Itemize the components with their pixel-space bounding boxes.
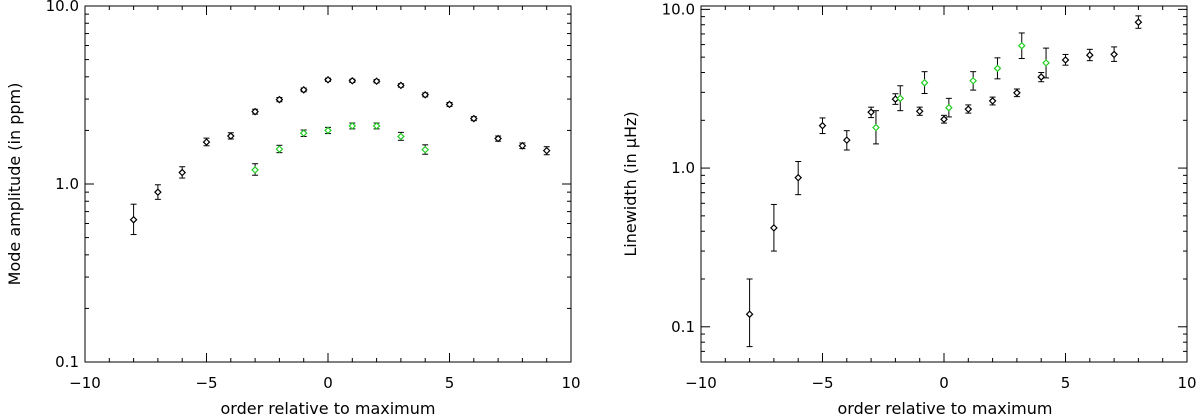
linewidth-green-data-point bbox=[896, 94, 905, 103]
amplitude-y-tick-label: 0.1 bbox=[55, 353, 79, 371]
amplitude-black-data-point bbox=[494, 134, 502, 143]
amplitude-green-data-point bbox=[251, 166, 259, 174]
amplitude-green-data-point bbox=[421, 145, 430, 154]
amplitude-x-tick-label: 10 bbox=[561, 374, 580, 392]
linewidth-black-data-point bbox=[940, 115, 948, 124]
amplitude-black-data-point bbox=[251, 107, 259, 116]
linewidth-x-tick-label: 0 bbox=[939, 374, 949, 392]
linewidth-green-data-point bbox=[945, 103, 953, 112]
amplitude-black-data-point bbox=[469, 114, 478, 123]
linewidth-green-data-point bbox=[920, 78, 929, 87]
linewidth-x-tick-label: −5 bbox=[811, 374, 833, 392]
amplitude-green-data-point bbox=[397, 132, 405, 141]
linewidth-x-tick-label: −10 bbox=[685, 374, 717, 392]
linewidth-y-axis-title: Linewidth (in μHz) bbox=[621, 111, 640, 256]
amplitude-black-data-point bbox=[226, 132, 235, 140]
amplitude-plot-frame bbox=[84, 5, 572, 363]
amplitude-green-data-point bbox=[372, 122, 381, 130]
amplitude-x-tick-label: 0 bbox=[323, 374, 333, 392]
linewidth-black-data-point bbox=[1134, 18, 1143, 27]
linewidth-y-tick-label: 10.0 bbox=[662, 0, 695, 18]
amplitude-black-data-point bbox=[542, 146, 551, 155]
amplitude-black-data-point bbox=[421, 90, 430, 99]
amplitude-green-data-point bbox=[324, 126, 332, 135]
linewidth-black-data-point bbox=[867, 108, 875, 117]
linewidth-black-data-point bbox=[1013, 88, 1021, 97]
amplitude-black-data-point bbox=[518, 141, 527, 150]
linewidth-black-data-point bbox=[770, 224, 778, 232]
amplitude-y-axis-title: Mode amplitude (in ppm) bbox=[5, 83, 24, 286]
amplitude-black-data-point bbox=[202, 138, 211, 146]
amplitude-x-axis-title: order relative to maximum bbox=[221, 399, 436, 418]
linewidth-green-data-point bbox=[969, 76, 978, 85]
amplitude-black-data-point bbox=[178, 168, 187, 177]
linewidth-black-data-point bbox=[818, 121, 827, 130]
amplitude-green-data-point bbox=[275, 145, 284, 153]
linewidth-black-data-point bbox=[745, 310, 754, 319]
linewidth-green-data-point bbox=[872, 123, 880, 132]
linewidth-black-data-point bbox=[1061, 56, 1070, 64]
linewidth-x-tick-label: 5 bbox=[1061, 374, 1071, 392]
linewidth-black-data-point bbox=[794, 173, 803, 182]
amplitude-black-data-point bbox=[372, 77, 381, 86]
linewidth-x-axis-title: order relative to maximum bbox=[838, 399, 1053, 418]
amplitude-x-tick-label: 5 bbox=[445, 374, 455, 392]
amplitude-x-tick-label: −5 bbox=[195, 374, 217, 392]
amplitude-black-data-point bbox=[445, 100, 454, 109]
amplitude-black-data-point bbox=[324, 75, 332, 84]
linewidth-black-data-point bbox=[915, 107, 924, 116]
amplitude-y-tick-label: 1.0 bbox=[55, 175, 79, 193]
linewidth-panel: order relative to maximum Linewidth (in … bbox=[621, 0, 1197, 418]
linewidth-green-data-point bbox=[1042, 59, 1050, 67]
linewidth-black-data-point bbox=[964, 105, 973, 114]
linewidth-y-tick-label: 1.0 bbox=[671, 159, 695, 177]
amplitude-black-data-point bbox=[348, 76, 357, 85]
linewidth-black-data-point bbox=[1110, 50, 1118, 59]
linewidth-black-data-point bbox=[1085, 51, 1094, 59]
linewidth-black-data-point bbox=[988, 97, 997, 105]
linewidth-black-data-point bbox=[842, 136, 851, 144]
linewidth-y-tick-label: 0.1 bbox=[671, 318, 695, 336]
amplitude-black-data-point bbox=[154, 188, 162, 196]
amplitude-green-data-point bbox=[348, 122, 357, 130]
amplitude-black-data-point bbox=[129, 215, 138, 224]
linewidth-x-tick-label: 10 bbox=[1177, 374, 1196, 392]
amplitude-panel: order relative to maximum Mode amplitude… bbox=[5, 0, 581, 418]
amplitude-x-tick-label: −10 bbox=[69, 374, 101, 392]
linewidth-black-data-point bbox=[1037, 73, 1046, 81]
linewidth-green-data-point bbox=[1017, 41, 1026, 50]
amplitude-black-data-point bbox=[275, 95, 284, 104]
linewidth-green-data-point bbox=[993, 64, 1002, 73]
amplitude-green-data-point bbox=[299, 129, 308, 138]
amplitude-black-data-point bbox=[299, 86, 308, 94]
amplitude-y-tick-label: 10.0 bbox=[46, 0, 79, 15]
amplitude-black-data-point bbox=[397, 81, 405, 90]
